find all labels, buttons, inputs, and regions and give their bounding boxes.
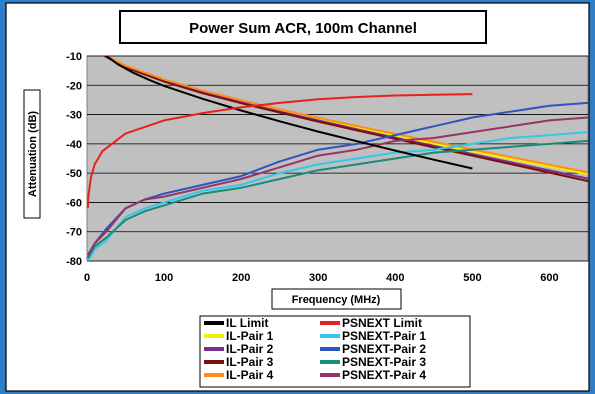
- x-tick-label: 200: [232, 272, 250, 284]
- y-tick-label: -20: [66, 80, 82, 92]
- y-tick-label: -50: [66, 168, 82, 180]
- y-tick-label: -60: [66, 197, 82, 209]
- series-lines: [87, 56, 588, 261]
- title-box: [119, 10, 487, 44]
- series-line-il-pair-4: [104, 56, 588, 174]
- x-tick-label: 400: [386, 272, 404, 284]
- y-tick-labels: -10 -20 -30 -40 -50 -60 -70 -80: [66, 51, 82, 268]
- x-tick-label: 600: [540, 272, 558, 284]
- y-tick-label: -70: [66, 227, 82, 239]
- legend-label: IL-Pair 1: [226, 329, 274, 343]
- legend-label: PSNEXT-Pair 4: [342, 368, 426, 382]
- x-tick-label: 300: [309, 272, 327, 284]
- y-tick-label: -80: [66, 256, 82, 268]
- y-axis-label-box: [23, 89, 41, 219]
- legend-label: PSNEXT-Pair 1: [342, 329, 426, 343]
- legend-label: IL-Pair 4: [226, 368, 274, 382]
- x-tick-label: 500: [463, 272, 481, 284]
- legend-label: PSNEXT Limit: [342, 316, 422, 330]
- x-tick-labels: 0 100 200 300 400 500 600: [84, 272, 559, 284]
- y-tick-label: -40: [66, 139, 82, 151]
- y-tick-label: -30: [66, 110, 82, 122]
- y-tick-label: -10: [66, 51, 82, 63]
- x-tick-label: 100: [155, 272, 173, 284]
- series-line-psnext-pair-4: [87, 116, 588, 256]
- x-axis-label-box: [271, 288, 402, 310]
- legend-label: IL Limit: [226, 316, 268, 330]
- series-line-il-pair-3: [102, 56, 588, 183]
- series-line-psnext-limit: [87, 93, 473, 209]
- y-axis-label: Attenuation (dB): [27, 111, 39, 197]
- x-axis-label: Frequency (MHz): [292, 294, 381, 306]
- x-tick-label: 0: [84, 272, 90, 284]
- legend-label: PSNEXT-Pair 3: [342, 355, 426, 369]
- legend-label: IL-Pair 2: [226, 342, 274, 356]
- chart-title: Power Sum ACR, 100m Channel: [189, 20, 417, 37]
- legend-label: PSNEXT-Pair 2: [342, 342, 426, 356]
- series-line-il-limit: [104, 56, 473, 170]
- legend-label: IL-Pair 3: [226, 355, 274, 369]
- series-line-psnext-pair-3: [87, 139, 588, 259]
